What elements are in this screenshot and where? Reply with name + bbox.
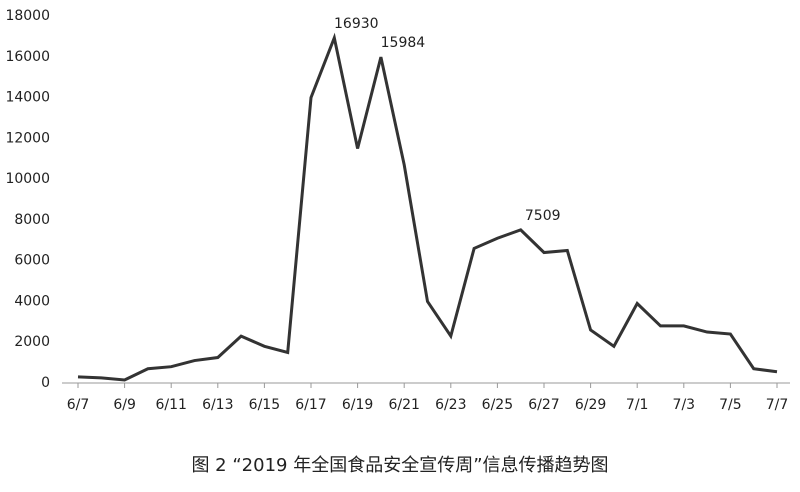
- x-tick-label: 6/27: [528, 397, 559, 413]
- y-tick-label: 4000: [14, 293, 50, 309]
- x-tick-label: 7/1: [626, 397, 649, 413]
- x-tick-label: 7/7: [766, 397, 789, 413]
- x-tick-label: 6/15: [249, 397, 280, 413]
- x-tick-label: 6/21: [388, 397, 419, 413]
- y-tick-label: 10000: [5, 171, 50, 187]
- y-tick-label: 16000: [5, 49, 50, 65]
- y-tick-label: 8000: [14, 212, 50, 228]
- y-tick-label: 12000: [5, 130, 50, 146]
- data-label: 16930: [334, 16, 379, 32]
- y-tick-label: 0: [41, 375, 50, 391]
- x-tick-label: 6/11: [155, 397, 186, 413]
- x-tick-label: 6/9: [113, 397, 136, 413]
- data-label: 7509: [525, 208, 561, 224]
- x-tick-label: 7/3: [673, 397, 696, 413]
- x-tick-label: 6/13: [202, 397, 233, 413]
- x-tick-label: 6/7: [67, 397, 90, 413]
- data-label: 15984: [381, 35, 426, 51]
- x-tick-label: 6/19: [342, 397, 373, 413]
- chart-caption: 图 2 “2019 年全国食品安全宣传周”信息传播趋势图: [191, 455, 608, 476]
- y-tick-label: 14000: [5, 90, 50, 106]
- x-tick-label: 7/5: [719, 397, 742, 413]
- line: [77, 32, 778, 382]
- x-tick-label: 6/23: [435, 397, 466, 413]
- x-tick-label: 6/25: [482, 397, 513, 413]
- x-tick-label: 6/17: [295, 397, 326, 413]
- y-tick-label: 6000: [14, 253, 50, 269]
- y-tick-label: 2000: [14, 334, 50, 350]
- y-tick-label: 18000: [5, 8, 50, 24]
- x-tick-label: 6/29: [575, 397, 606, 413]
